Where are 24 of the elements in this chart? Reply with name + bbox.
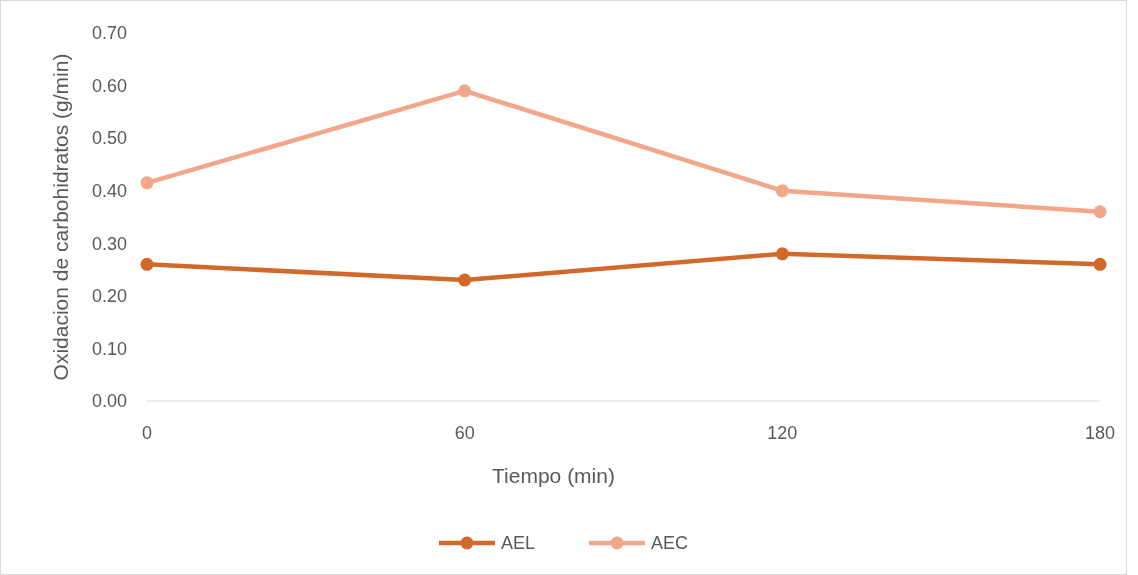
point [1093,205,1107,219]
y-tick-label: 0.60 [91,75,127,96]
point [775,247,789,261]
y-tick-label: 0.20 [91,286,127,307]
point [140,257,154,271]
x-axis-title: Tiempo (min) [492,464,615,487]
y-axis-title: Oxidacion de carbohidratos (g/min) [49,53,72,381]
y-tick-label: 0.30 [91,233,127,254]
y-tick-label: 0.70 [91,23,127,44]
point [458,84,472,98]
y-tick-label: 0.50 [91,128,127,149]
y-tick-label: 0.10 [91,338,127,359]
x-tick-label: 0 [141,423,153,443]
point [1093,257,1107,271]
x-tick-label: 180 [1084,423,1116,443]
x-tick-label: 120 [767,423,798,443]
y-tick-label: 0.40 [91,181,127,202]
y-tick-label: 0.00 [91,391,127,412]
legend-label: AEC [651,533,689,554]
point [775,184,789,198]
x-tick-label: 60 [454,423,475,443]
legend-label: AEL [501,533,536,554]
point [458,273,472,287]
point [140,176,154,190]
